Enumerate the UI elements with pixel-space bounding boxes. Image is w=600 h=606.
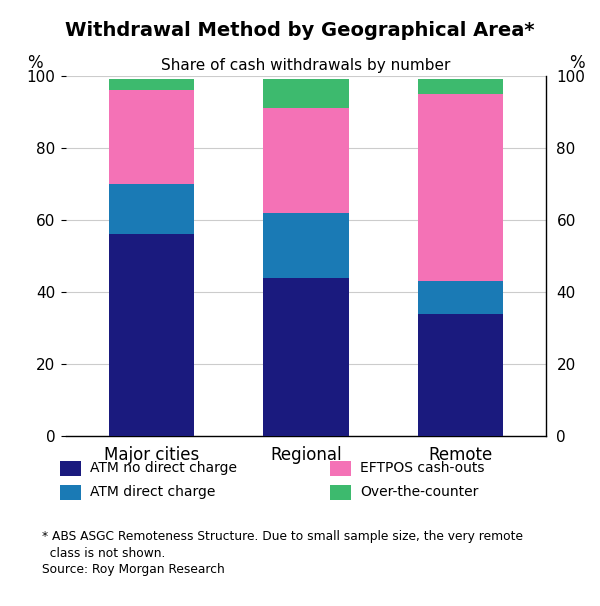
Text: ATM no direct charge: ATM no direct charge xyxy=(90,461,237,475)
Bar xyxy=(109,90,194,184)
Text: class is not shown.: class is not shown. xyxy=(42,547,166,559)
Bar xyxy=(109,184,194,235)
Bar xyxy=(263,108,349,213)
Text: EFTPOS cash-outs: EFTPOS cash-outs xyxy=(360,461,485,475)
Text: Source: Roy Morgan Research: Source: Roy Morgan Research xyxy=(42,563,225,576)
Bar xyxy=(263,213,349,278)
Bar xyxy=(418,281,503,314)
Bar xyxy=(418,79,503,94)
Text: ATM direct charge: ATM direct charge xyxy=(90,485,215,499)
Text: %: % xyxy=(28,54,43,72)
Title: Share of cash withdrawals by number: Share of cash withdrawals by number xyxy=(161,58,451,73)
Bar xyxy=(263,79,349,108)
Text: Over-the-counter: Over-the-counter xyxy=(360,485,478,499)
Bar xyxy=(109,79,194,90)
Text: * ABS ASGC Remoteness Structure. Due to small sample size, the very remote: * ABS ASGC Remoteness Structure. Due to … xyxy=(42,530,523,543)
Bar xyxy=(418,314,503,436)
Bar xyxy=(418,94,503,281)
Bar xyxy=(109,235,194,436)
Text: Withdrawal Method by Geographical Area*: Withdrawal Method by Geographical Area* xyxy=(65,21,535,40)
Bar xyxy=(263,278,349,436)
Text: %: % xyxy=(569,54,584,72)
